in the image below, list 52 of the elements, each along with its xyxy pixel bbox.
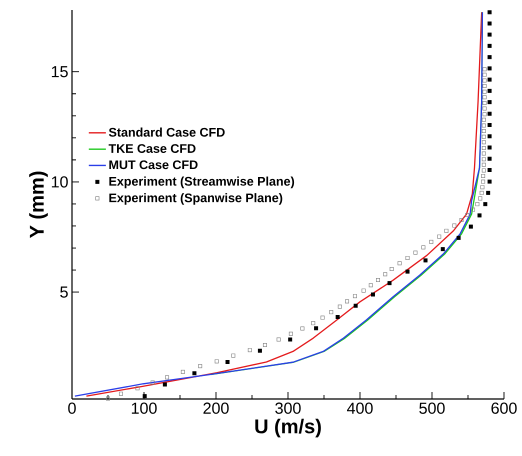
x-tick-label: 200 xyxy=(203,402,229,414)
legend-label: TKE Case CFD xyxy=(108,144,196,153)
point xyxy=(258,348,262,353)
point xyxy=(370,292,375,297)
point xyxy=(483,202,488,206)
point xyxy=(354,304,358,308)
point xyxy=(226,360,230,364)
point xyxy=(142,394,147,398)
point xyxy=(488,112,492,116)
point xyxy=(388,281,392,286)
point xyxy=(488,44,492,48)
x-tick-label: 300 xyxy=(275,402,301,414)
point xyxy=(336,315,340,320)
point xyxy=(488,168,492,172)
point xyxy=(488,100,492,104)
point xyxy=(314,326,318,330)
point xyxy=(488,134,492,138)
point xyxy=(488,32,492,37)
x-tick-label: 600 xyxy=(491,402,517,414)
point xyxy=(478,213,482,218)
point xyxy=(456,236,461,240)
y-tick-label: 15 xyxy=(52,66,68,78)
legend-label: Experiment (Streamwise Plane) xyxy=(109,176,294,188)
x-tick-label: 100 xyxy=(132,402,157,414)
point xyxy=(488,123,492,128)
legend-label: MUT Case CFD xyxy=(109,160,198,170)
x-axis-title: U (m/s) xyxy=(255,418,321,438)
point xyxy=(488,78,492,82)
point xyxy=(488,146,492,150)
y-tick-label: 10 xyxy=(52,176,68,188)
point xyxy=(486,190,490,195)
point xyxy=(488,55,492,60)
x-tick-label: 500 xyxy=(419,402,445,414)
point xyxy=(488,10,492,14)
x-tick-label: 400 xyxy=(347,402,373,414)
point xyxy=(192,371,196,376)
y-axis-title: Y (mm) xyxy=(29,172,48,238)
legend-label: Standard Case CFD xyxy=(108,128,225,137)
point xyxy=(488,180,492,184)
point xyxy=(440,247,445,252)
point xyxy=(162,382,167,386)
point xyxy=(488,66,492,70)
point xyxy=(468,224,473,229)
legend-label: Experiment (Spanwise Plane) xyxy=(109,193,282,205)
point xyxy=(488,88,492,93)
point xyxy=(288,337,292,342)
point xyxy=(406,270,410,274)
x-tick-label: 0 xyxy=(68,402,76,414)
point xyxy=(488,21,492,26)
y-tick-label: 5 xyxy=(60,286,68,298)
point xyxy=(488,156,492,161)
point xyxy=(424,258,428,262)
